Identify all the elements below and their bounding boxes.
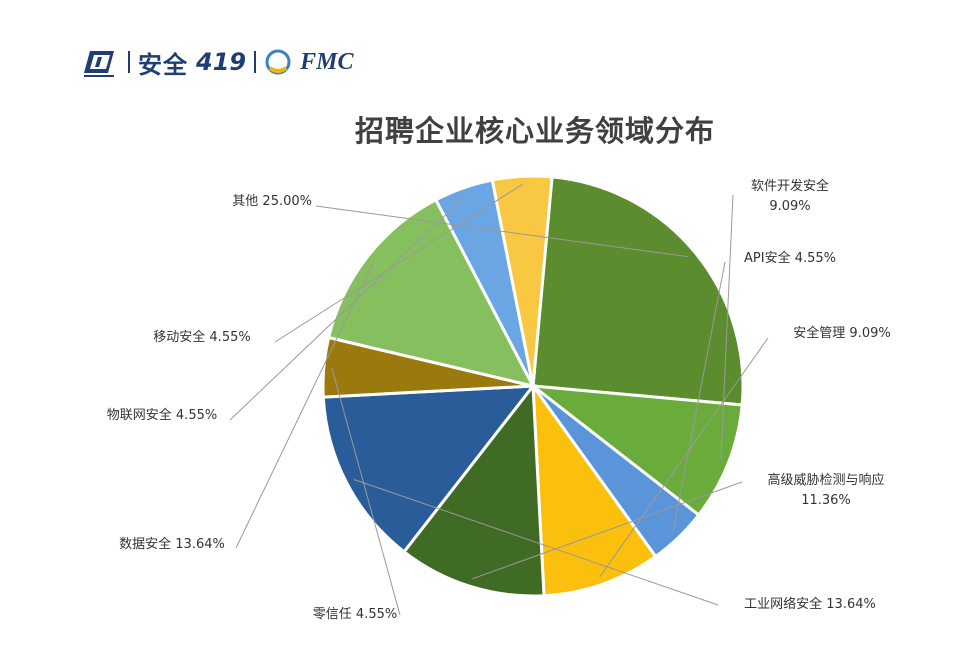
chart-title: 招聘企业核心业务领域分布 bbox=[355, 114, 716, 148]
leader-line bbox=[472, 481, 743, 580]
logo-separator bbox=[128, 51, 130, 73]
pie-slices bbox=[321, 174, 745, 598]
slice-label: 安全管理 9.09% bbox=[793, 325, 890, 341]
leader-line bbox=[672, 261, 726, 532]
leader-line bbox=[599, 337, 769, 577]
brand-number: 419 bbox=[196, 48, 247, 76]
leader-lines bbox=[229, 183, 769, 616]
logo-bar: 安全 419 FMC bbox=[80, 42, 353, 82]
leader-line bbox=[315, 205, 689, 258]
slice-label: 物联网安全 4.55% bbox=[107, 407, 217, 423]
leader-line bbox=[353, 479, 719, 606]
pie-slice bbox=[401, 381, 546, 598]
slice-label: 零信任 4.55% bbox=[313, 607, 397, 622]
pie-slice bbox=[531, 175, 745, 407]
pie-slice bbox=[528, 384, 744, 518]
leader-line bbox=[331, 367, 401, 616]
logo-separator bbox=[254, 51, 257, 73]
slice-label: 高级威胁检测与响应 11.36% bbox=[767, 472, 884, 508]
slice-labels: 其他 25.00% 软件开发安全 9.09% API安全 4.55% 安全管理 9.09… bbox=[107, 178, 891, 622]
fmc-logo-icon bbox=[265, 49, 291, 75]
slice-label: 工业网络安全 13.64% bbox=[744, 596, 876, 612]
pie-slice bbox=[326, 197, 536, 389]
slice-label: API安全 4.55% bbox=[744, 250, 836, 266]
leader-line bbox=[229, 195, 467, 421]
slice-label: 软件开发安全 9.09% bbox=[751, 178, 829, 214]
brand-text: 安全 bbox=[138, 50, 188, 79]
slice-label: 移动安全 4.55% bbox=[153, 329, 250, 345]
pie-slice bbox=[531, 380, 658, 598]
leader-line bbox=[720, 194, 734, 461]
brand-logo-icon bbox=[84, 51, 114, 77]
partner-logo-text: FMC bbox=[300, 48, 354, 75]
pie-slice bbox=[321, 384, 537, 554]
leader-line bbox=[235, 261, 375, 549]
leader-line bbox=[274, 183, 523, 343]
pie-slice bbox=[490, 174, 554, 387]
slice-label: 数据安全 13.64% bbox=[119, 536, 225, 552]
slice-label: 其他 25.00% bbox=[232, 194, 312, 209]
